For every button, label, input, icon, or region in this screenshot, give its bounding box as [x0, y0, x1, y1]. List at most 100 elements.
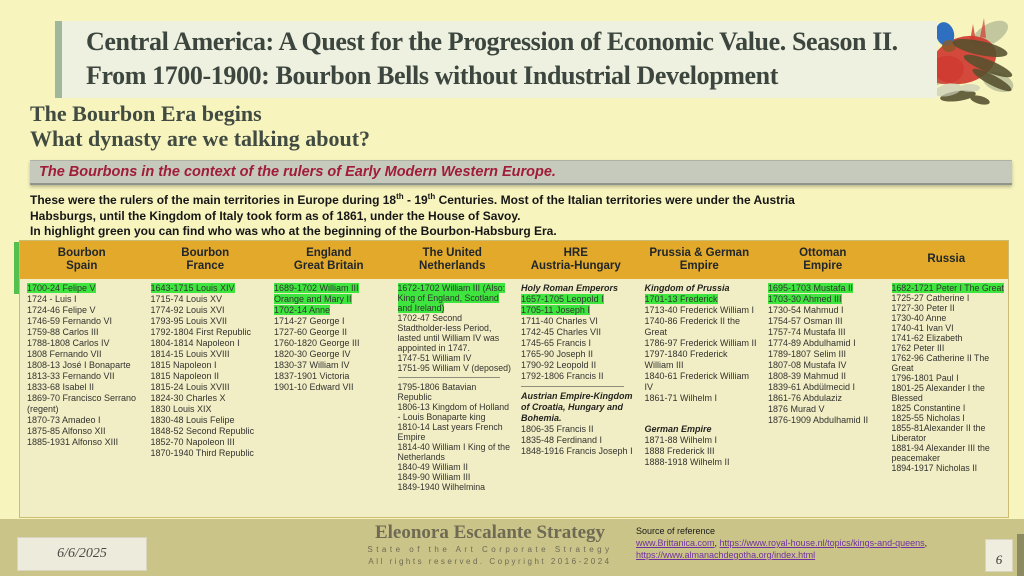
highlighted-ruler: 1672-1702 William III (Also: King of Eng…	[397, 283, 506, 313]
ruler-entry: 1747-51 William IV	[397, 353, 472, 363]
ruler-entry: 1849-90 William III	[397, 472, 471, 482]
table-column-header: HRE Austria-Hungary	[530, 246, 621, 273]
ruler-entry: 1870-1940 Third Republic	[150, 448, 254, 458]
date-box: 6/6/2025	[17, 537, 147, 571]
ruler-entry: 1801-25 Alexander I the Blessed	[891, 383, 985, 403]
table-column-header: Ottoman Empire	[799, 246, 847, 273]
table-column-header: Russia	[927, 253, 966, 266]
ruler-entry: 1724-46 Felipe V	[27, 305, 96, 315]
highlighted-ruler: 1689-1702 William III Orange and Mary II	[274, 283, 359, 304]
footer-edge-strip	[1017, 534, 1024, 576]
ruler-entry: 1795-1806 Batavian Republic	[397, 382, 477, 402]
highlighted-ruler: 1705-11 Joseph I	[521, 305, 590, 315]
ruler-entry: 1730-54 Mahmud I	[768, 305, 844, 315]
ruler-entry: 1870-73 Amadeo I	[27, 415, 101, 425]
ruler-entry: 1806-35 Francis II	[521, 424, 594, 434]
source-link[interactable]: www.Brittanica.com	[636, 538, 715, 548]
ruler-entry: 1643-1715 Louis XIV	[150, 283, 266, 294]
table-column: 1672-1702 William III (Also: King of Eng…	[391, 279, 515, 517]
ruler-entry: 1855-81Alexander II the Liberator	[891, 423, 986, 443]
ruler-entry: 1894-1917 Nicholas II	[891, 463, 978, 473]
slide-title: Central America: A Quest for the Progres…	[62, 21, 898, 98]
ruler-entry: 1888-1918 Wilhelm II	[644, 457, 730, 467]
ruler-entry: 1702-14 Anne	[274, 305, 389, 316]
ruler-entry: 1714-27 George I	[274, 316, 345, 326]
intro-line: Habsburgs, until the Kingdom of Italy to…	[30, 208, 521, 223]
subtitle-line2: What dynasty are we talking about?	[30, 126, 371, 151]
ruler-entry: 1740-41 Ivan VI	[891, 323, 954, 333]
slide-subtitle: The Bourbon Era begins What dynasty are …	[30, 101, 370, 151]
ruler-entry: 1835-48 Ferdinand I	[521, 435, 603, 445]
ruler-entry: 1837-1901 Victoria	[274, 371, 350, 381]
highlighted-ruler: 1643-1715 Louis XIV	[150, 283, 235, 293]
ruler-entry: 1814-40 William I King of the Netherland…	[397, 442, 510, 462]
ruler-entry: 1762-96 Catherine II The Great	[891, 353, 990, 373]
ruler-entry: 1711-40 Charles VI	[521, 316, 598, 326]
section-heading: German Empire	[644, 424, 712, 434]
table-body-row: 1700-24 Felipe V 1724 - Luis I 1724-46 Fel…	[20, 279, 1008, 517]
highlighted-ruler: 1700-24 Felipe V	[27, 283, 96, 293]
ruler-entry: 1820-30 George IV	[274, 349, 351, 359]
ruler-entry: 1700-24 Felipe V	[27, 283, 142, 294]
ruler-entry: 1869-70 Francisco Serrano (regent)	[27, 393, 137, 414]
ruler-entry: 1807-08 Mustafa IV	[768, 360, 847, 370]
ruler-entry: 1839-61 Abdülmecid I	[768, 382, 856, 392]
column-divider	[397, 377, 500, 378]
ruler-entry: 1848-52 Second Republic	[150, 426, 255, 436]
highlighted-ruler: 1682-1721 Peter I The Great	[891, 283, 1004, 293]
ruler-entry: 1703-30 Ahmed III	[768, 294, 883, 305]
ruler-entry: 1740-86 Frederick II the Great	[644, 316, 741, 337]
ruler-entry: 1901-10 Edward VII	[274, 382, 354, 392]
title-accent-bar	[55, 21, 62, 98]
source-link[interactable]: https://www.royal-house.nl/topics/kings-…	[719, 538, 925, 548]
ruler-entry: 1672-1702 William III (Also: King of Eng…	[397, 283, 513, 313]
ruler-entry: 1852-70 Napoleon III	[150, 437, 235, 447]
section-heading: Austrian Empire-Kingdom of Croatia, Hung…	[521, 391, 633, 423]
footer-band: 6/6/2025 Eleonora Escalante Strategy Sta…	[0, 519, 1024, 576]
ruler-entry: 1806-13 Kingdom of Holland - Louis Bonap…	[397, 402, 510, 422]
ruler-entry: 1808 Fernando VII	[27, 349, 102, 359]
brand-copyright: All rights reserved. Copyright 2016-2024	[368, 557, 612, 566]
table-column: 1695-1703 Mustafa II 1703-30 Ahmed III 173…	[761, 279, 885, 517]
ruler-entry: 1757-74 Mustafa III	[768, 327, 846, 337]
ruler-entry: 1830-48 Louis Felipe	[150, 415, 235, 425]
table-column: 1643-1715 Louis XIV 1715-74 Louis XV 1774-…	[144, 279, 268, 517]
table-column: Kingdom of Prussia 1701-13 Frederick 1713-…	[638, 279, 762, 517]
ruler-entry: 1833-68 Isabel II	[27, 382, 95, 392]
ruler-entry: 1657-1705 Leopold I	[521, 294, 636, 305]
table-left-accent	[14, 242, 19, 294]
ruler-entry: 1796-1801 Paul I	[891, 373, 959, 383]
ruler-entry: 1885-1931 Alfonso XIII	[27, 437, 119, 447]
ruler-entry: 1804-1814 Napoleon I	[150, 338, 240, 348]
ruler-entry: 1725-27 Catherine I	[891, 293, 970, 303]
highlighted-ruler: 1702-14 Anne	[274, 305, 331, 315]
ruler-entry: 1727-60 George II	[274, 327, 348, 337]
brand-name: Eleonora Escalante Strategy	[374, 522, 606, 543]
column-spacer	[645, 414, 760, 424]
table-column: 1689-1702 William III Orange and Mary II…	[267, 279, 391, 517]
source-link[interactable]: https://www.almanachdegotha.org/index.ht…	[636, 550, 816, 560]
ruler-entry: 1745-65 Francis I	[521, 338, 592, 348]
ruler-entry: 1815-24 Louis XVIII	[150, 382, 230, 392]
ruler-entry: 1871-88 Wilhelm I	[644, 435, 718, 445]
ruler-entry: 1682-1721 Peter I The Great	[891, 283, 1007, 293]
ruler-entry: 1815 Napoleon II	[150, 371, 220, 381]
ruler-entry: 1875-85 Alfonso XII	[27, 426, 106, 436]
ruler-entry: 1713-40 Frederick William I	[644, 305, 755, 315]
ruler-entry: 1793-95 Louis XVII	[150, 316, 228, 326]
table-column-header: Prussia & German Empire	[649, 246, 750, 273]
intro-line: In highlight green you can find who was …	[30, 224, 557, 238]
ruler-entry: 1695-1703 Mustafa II	[768, 283, 883, 294]
ruler-entry: 1861-71 Wilhelm I	[644, 393, 718, 403]
ruler-entry: 1808-39 Mahmud II	[768, 371, 847, 381]
ruler-entry: 1830-37 William IV	[274, 360, 350, 370]
ruler-entry: 1760-1820 George III	[274, 338, 360, 348]
ruler-entry: 1792-1806 Francis II	[521, 371, 604, 381]
ruler-entry: 1746-59 Fernando VI	[27, 316, 113, 326]
ruler-entry: 1689-1702 William III Orange and Mary II	[274, 283, 389, 305]
ruler-entry: 1848-1916 Francis Joseph I	[521, 446, 633, 456]
intro-line: These were the rulers of the main territ…	[30, 192, 795, 207]
ruler-entry: 1790-92 Leopold II	[521, 360, 597, 370]
title-band: Central America: A Quest for the Progres…	[55, 21, 937, 98]
ruler-entry: 1824-30 Charles X	[150, 393, 226, 403]
